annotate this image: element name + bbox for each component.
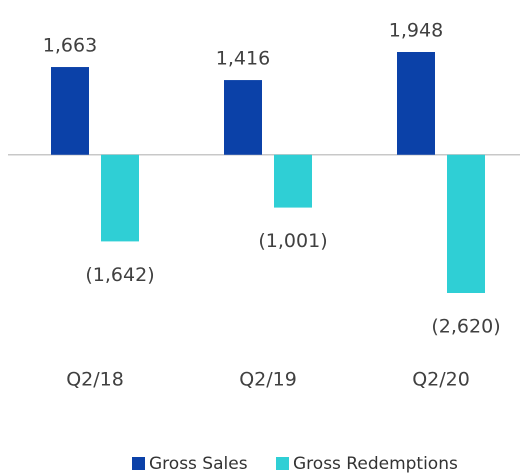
bar: [51, 67, 89, 155]
x-tick-label: Q2/19: [239, 369, 297, 391]
value-label: 1,948: [389, 20, 443, 42]
legend-swatch: [276, 457, 289, 470]
bar: [224, 80, 262, 155]
value-label: 1,663: [43, 35, 97, 57]
value-label: (1,642): [85, 264, 154, 286]
bar: [101, 154, 139, 242]
x-tick-label: Q2/18: [66, 369, 124, 391]
bar: [274, 154, 312, 208]
x-tick-label: Q2/20: [412, 369, 470, 391]
bar: [397, 52, 435, 155]
legend-label: Gross Redemptions: [293, 454, 458, 474]
value-label: (2,620): [431, 316, 500, 338]
legend-swatch: [132, 457, 145, 470]
bar: [447, 154, 485, 293]
legend-label: Gross Sales: [149, 454, 248, 474]
value-label: 1,416: [216, 48, 270, 70]
value-label: (1,001): [258, 230, 327, 252]
